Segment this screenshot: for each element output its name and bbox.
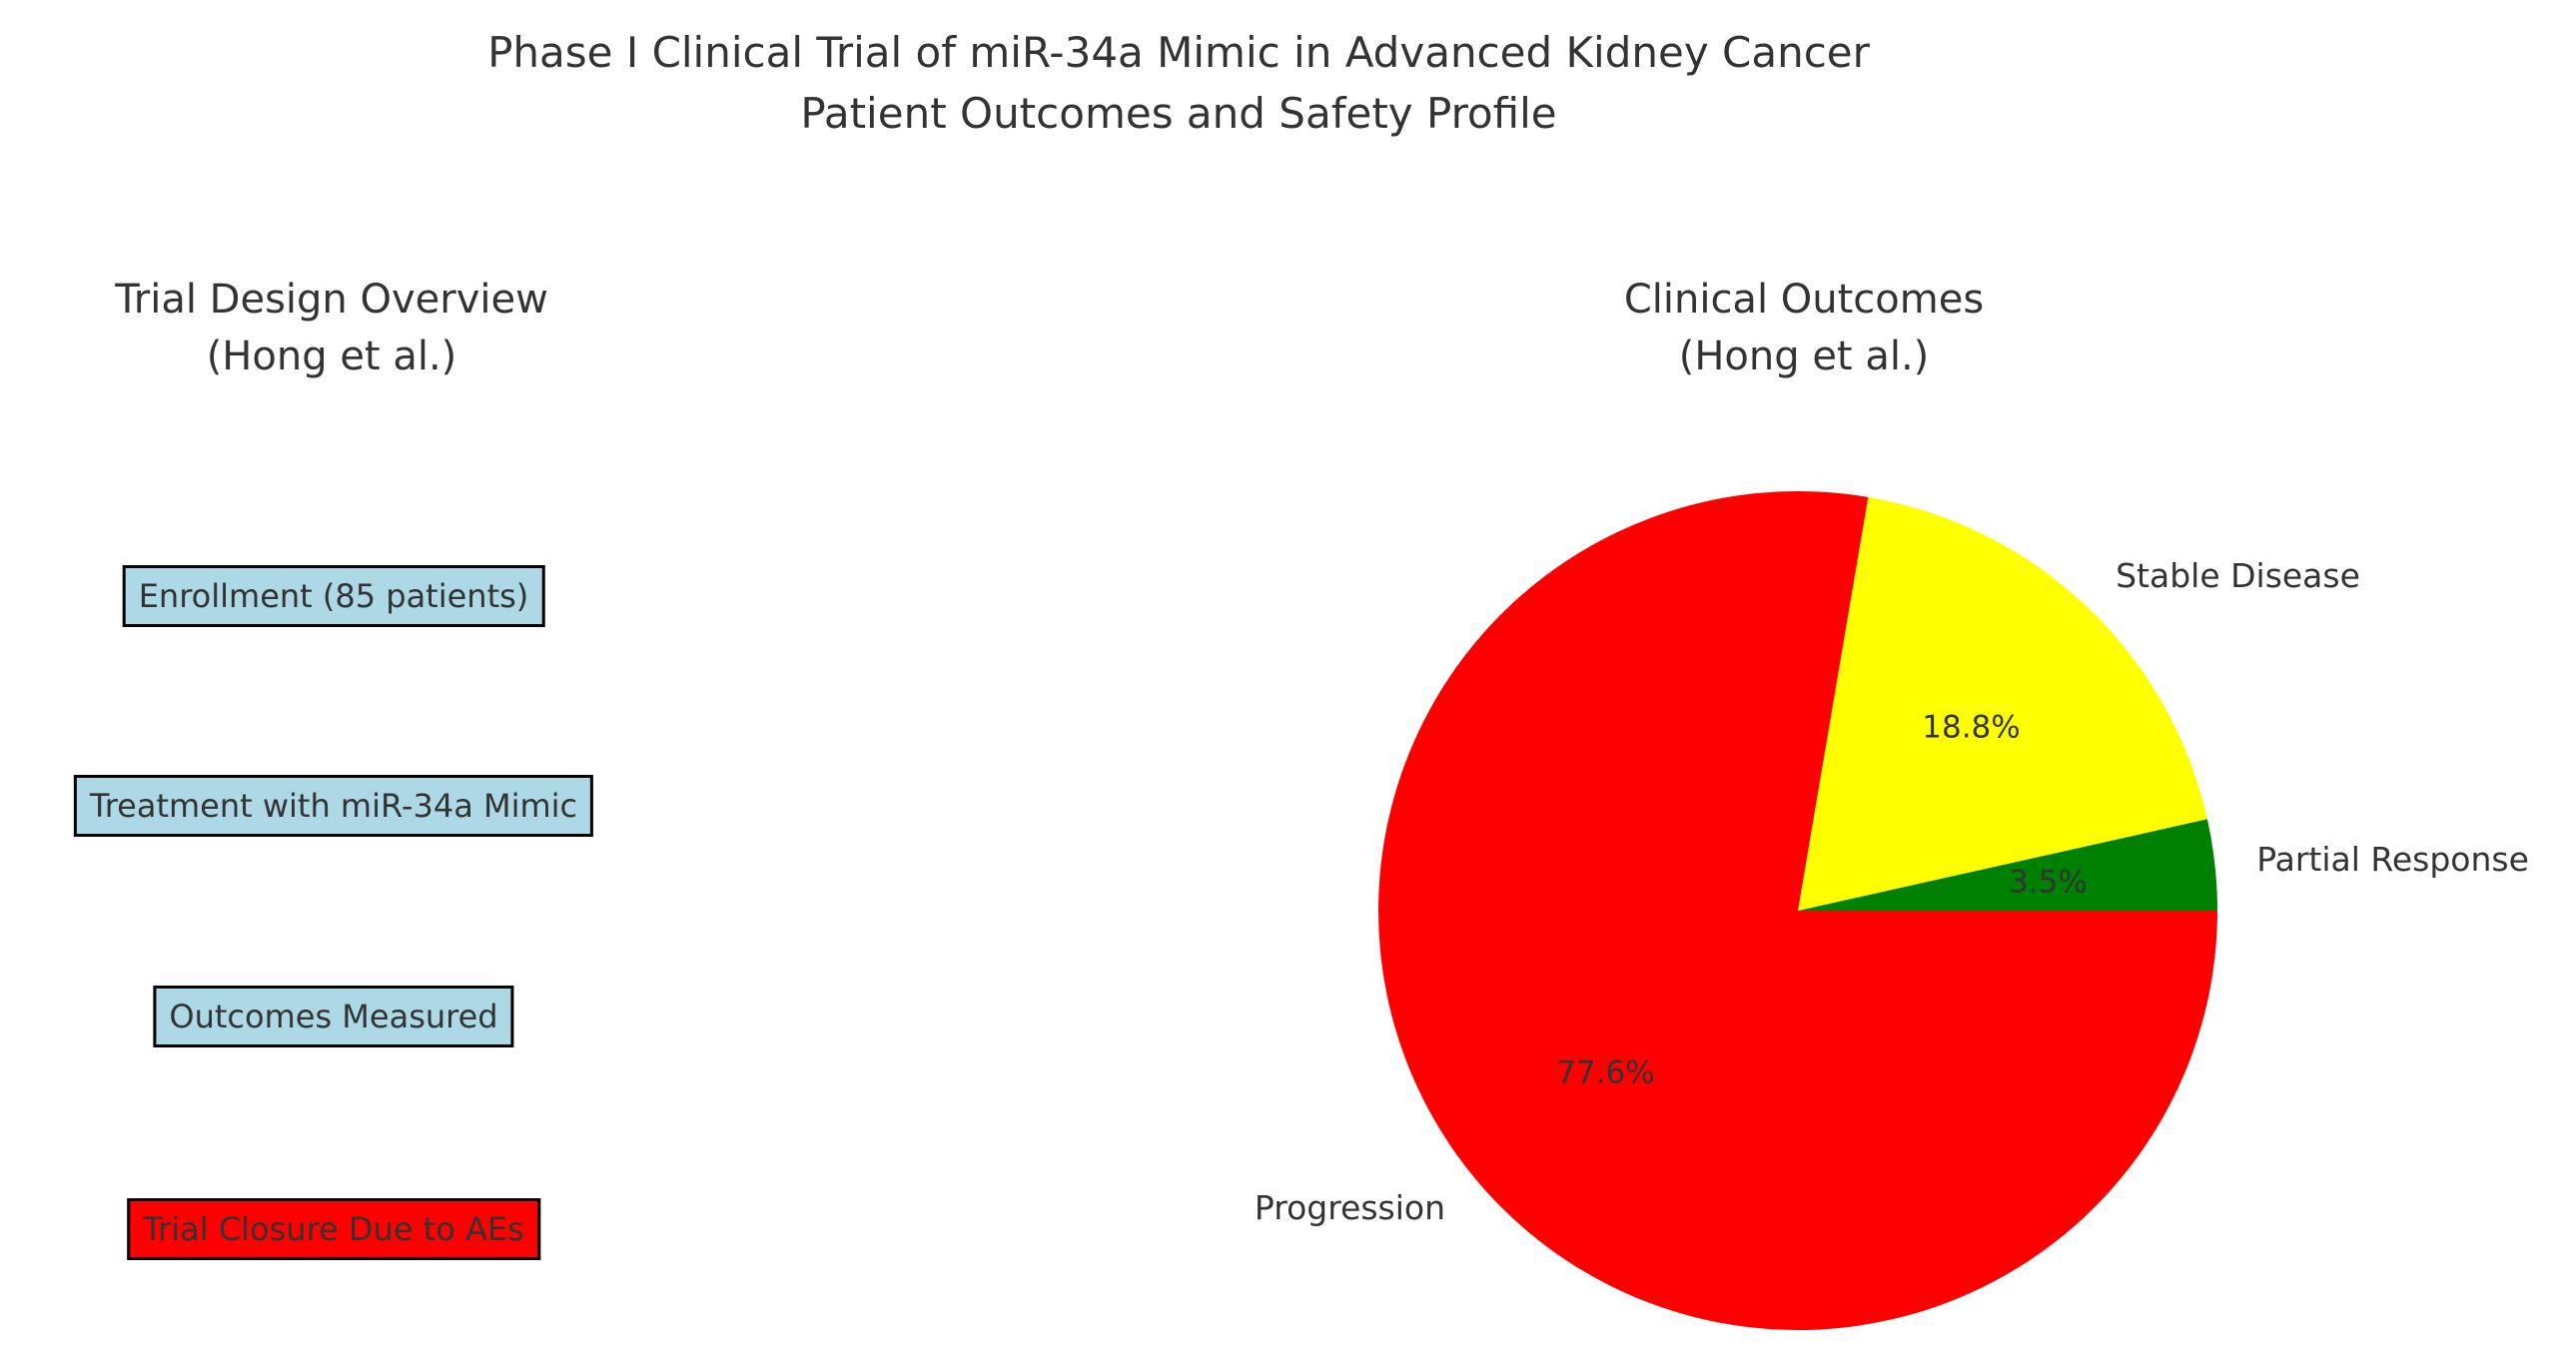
pie-chart [1378, 491, 2217, 1330]
pie-chart-title: Clinical Outcomes (Hong et al.) [1624, 272, 1984, 385]
pie-chart-title-line2: (Hong et al.) [1678, 334, 1930, 379]
flow-step-outcomes-measured: Outcomes Measured [153, 986, 514, 1047]
pie-pct-progression: 77.6% [1556, 1054, 1655, 1091]
pie-slice-partial-response [1798, 819, 2217, 911]
pie-pct-partial-response: 3.5% [2009, 864, 2088, 901]
figure-title: Phase I Clinical Trial of miR-34a Mimic … [487, 22, 1870, 144]
pie-chart-title-line1: Clinical Outcomes [1623, 277, 1985, 323]
flow-step-enrollment-85-patients: Enrollment (85 patients) [122, 565, 545, 627]
pie-label-partial-response: Partial Response [2256, 840, 2529, 880]
flowchart-title-line2: (Hong et al.) [206, 334, 457, 379]
flow-step-trial-closure-due-to-aes: Trial Closure Due to AEs [127, 1198, 540, 1260]
pie-label-stable-disease: Stable Disease [2116, 555, 2360, 595]
figure-title-line2: Patient Outcomes and Safety Profile [800, 89, 1557, 138]
pie-slice-progression [1378, 491, 2217, 1330]
flow-step-treatment-with-mir-34a-mimic: Treatment with miR-34a Mimic [73, 775, 594, 837]
pie-pct-stable-disease: 18.8% [1922, 709, 2021, 746]
pie-slice-stable-disease [1798, 496, 2207, 911]
flowchart-title: Trial Design Overview (Hong et al.) [115, 272, 548, 385]
figure-title-line1: Phase I Clinical Trial of miR-34a Mimic … [487, 28, 1870, 77]
pie-label-progression: Progression [1254, 1188, 1446, 1228]
flowchart-title-line1: Trial Design Overview [115, 277, 548, 323]
